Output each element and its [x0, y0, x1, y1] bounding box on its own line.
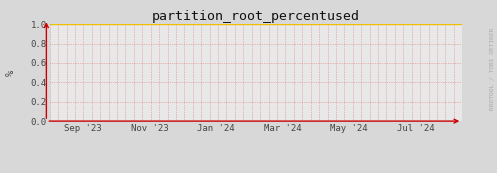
Text: RRDTOOL / TOBI OETIKER: RRDTOOL / TOBI OETIKER — [490, 28, 495, 110]
Title: partition_root_percentused: partition_root_percentused — [152, 10, 360, 23]
Text: %: % — [5, 70, 15, 76]
